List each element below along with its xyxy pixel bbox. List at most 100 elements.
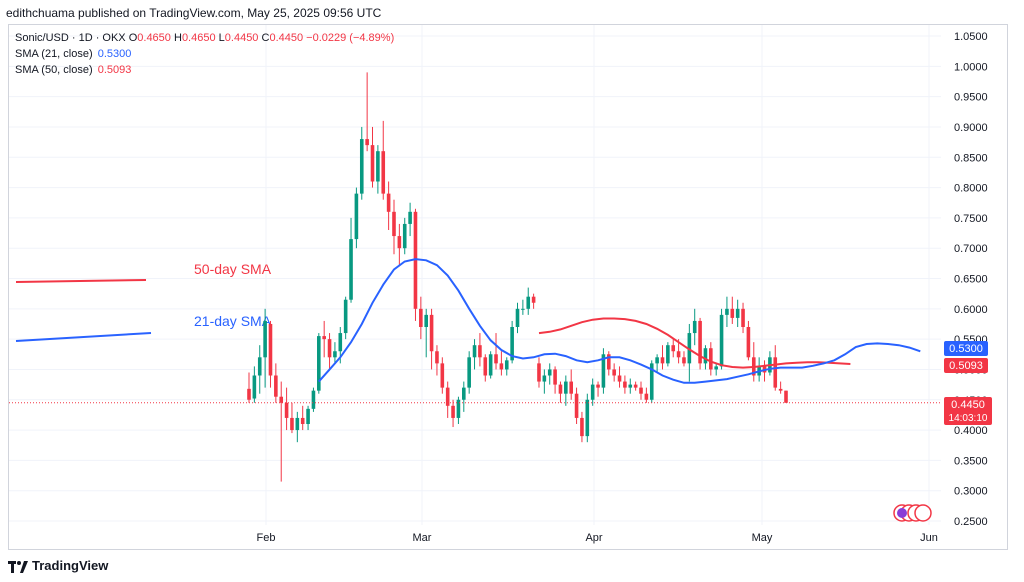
candle[interactable] bbox=[419, 296, 423, 340]
candle[interactable] bbox=[456, 396, 461, 424]
candle[interactable] bbox=[692, 308, 697, 346]
candle[interactable] bbox=[671, 339, 676, 358]
candle[interactable] bbox=[317, 333, 321, 394]
candle[interactable] bbox=[327, 333, 332, 370]
candle[interactable] bbox=[542, 369, 547, 394]
candle[interactable] bbox=[247, 372, 251, 403]
candle[interactable] bbox=[311, 387, 316, 412]
candle[interactable] bbox=[585, 393, 590, 443]
candle[interactable] bbox=[768, 351, 772, 376]
candle[interactable] bbox=[725, 296, 729, 327]
candle[interactable] bbox=[784, 390, 788, 403]
candle[interactable] bbox=[606, 351, 611, 376]
candle[interactable] bbox=[252, 366, 257, 403]
symbol-label[interactable]: Sonic/USD · 1D · OKX bbox=[15, 32, 126, 44]
candle[interactable] bbox=[349, 217, 353, 303]
candle[interactable] bbox=[424, 308, 429, 358]
candle[interactable] bbox=[666, 342, 670, 367]
candle[interactable] bbox=[709, 342, 713, 376]
candle[interactable] bbox=[279, 381, 284, 482]
candle[interactable] bbox=[612, 363, 616, 382]
trading-view-circle-icon[interactable] bbox=[893, 504, 932, 522]
candle[interactable] bbox=[322, 320, 326, 358]
candle[interactable] bbox=[300, 405, 305, 431]
candle[interactable] bbox=[649, 360, 654, 403]
candle[interactable] bbox=[440, 357, 445, 394]
candle[interactable] bbox=[376, 145, 380, 194]
candle[interactable] bbox=[290, 402, 294, 434]
candle[interactable] bbox=[370, 126, 375, 188]
candle[interactable] bbox=[472, 339, 477, 370]
candle[interactable] bbox=[306, 405, 310, 431]
candle[interactable] bbox=[504, 357, 509, 376]
candle[interactable] bbox=[268, 320, 273, 388]
candle[interactable] bbox=[343, 296, 348, 340]
candle[interactable] bbox=[284, 387, 289, 431]
candle[interactable] bbox=[413, 208, 418, 321]
candle[interactable] bbox=[741, 302, 745, 334]
candle[interactable] bbox=[564, 375, 568, 406]
candle[interactable] bbox=[623, 375, 627, 394]
candle[interactable] bbox=[333, 342, 337, 364]
candle[interactable] bbox=[295, 411, 300, 443]
candle[interactable] bbox=[359, 126, 364, 200]
candle[interactable] bbox=[478, 333, 482, 367]
candle[interactable] bbox=[746, 320, 751, 361]
candle[interactable] bbox=[730, 296, 735, 324]
candle[interactable] bbox=[558, 381, 563, 403]
candle[interactable] bbox=[402, 217, 407, 255]
candle[interactable] bbox=[751, 342, 756, 382]
price-chart[interactable]: 50-day SMA 21-day SMA 1.0500 1.0000 0.9500… bbox=[9, 25, 1007, 549]
candle[interactable] bbox=[386, 181, 391, 231]
candle[interactable] bbox=[365, 72, 369, 152]
candle[interactable] bbox=[499, 351, 504, 376]
candle[interactable] bbox=[521, 299, 525, 315]
candle[interactable] bbox=[445, 381, 450, 418]
candle[interactable] bbox=[574, 387, 579, 424]
candle[interactable] bbox=[687, 323, 692, 382]
candle[interactable] bbox=[580, 411, 584, 443]
candle[interactable] bbox=[392, 199, 396, 255]
candle[interactable] bbox=[515, 302, 520, 334]
candle[interactable] bbox=[590, 378, 595, 406]
tradingview-footer[interactable]: TradingView bbox=[8, 558, 108, 573]
candle[interactable] bbox=[435, 345, 439, 376]
candle[interactable] bbox=[257, 345, 262, 394]
candle[interactable] bbox=[757, 357, 761, 382]
candle[interactable] bbox=[488, 351, 493, 379]
candle[interactable] bbox=[617, 366, 622, 388]
candle[interactable] bbox=[644, 387, 649, 403]
candle[interactable] bbox=[263, 308, 267, 388]
chart-frame[interactable]: 50-day SMA 21-day SMA 1.0500 1.0000 0.9500… bbox=[8, 24, 1008, 550]
candle[interactable] bbox=[537, 357, 541, 388]
candle[interactable] bbox=[467, 351, 471, 394]
candle[interactable] bbox=[381, 120, 386, 200]
candle[interactable] bbox=[601, 348, 606, 394]
candle[interactable] bbox=[639, 381, 643, 400]
candle[interactable] bbox=[628, 378, 633, 394]
candle[interactable] bbox=[714, 363, 718, 376]
candle[interactable] bbox=[735, 299, 740, 327]
candle[interactable] bbox=[429, 308, 434, 370]
candle[interactable] bbox=[569, 369, 573, 400]
candle[interactable] bbox=[483, 354, 488, 382]
candle[interactable] bbox=[703, 345, 708, 370]
candle[interactable] bbox=[354, 187, 359, 249]
candle[interactable] bbox=[698, 317, 702, 370]
candle[interactable] bbox=[494, 333, 498, 370]
candle[interactable] bbox=[655, 354, 659, 373]
candle[interactable] bbox=[719, 308, 724, 370]
candle[interactable] bbox=[397, 223, 402, 267]
candle[interactable] bbox=[682, 351, 686, 367]
candle[interactable] bbox=[660, 345, 665, 370]
candle[interactable] bbox=[531, 293, 536, 309]
candle[interactable] bbox=[778, 381, 783, 394]
sma50-legend[interactable]: SMA (50, close) 0.5093 bbox=[15, 64, 132, 76]
candle[interactable] bbox=[633, 381, 638, 391]
candle[interactable] bbox=[451, 399, 455, 428]
candle[interactable] bbox=[526, 287, 531, 315]
candle[interactable] bbox=[274, 363, 278, 403]
candle[interactable] bbox=[596, 381, 600, 397]
candle[interactable] bbox=[547, 363, 552, 385]
candle[interactable] bbox=[462, 381, 466, 412]
